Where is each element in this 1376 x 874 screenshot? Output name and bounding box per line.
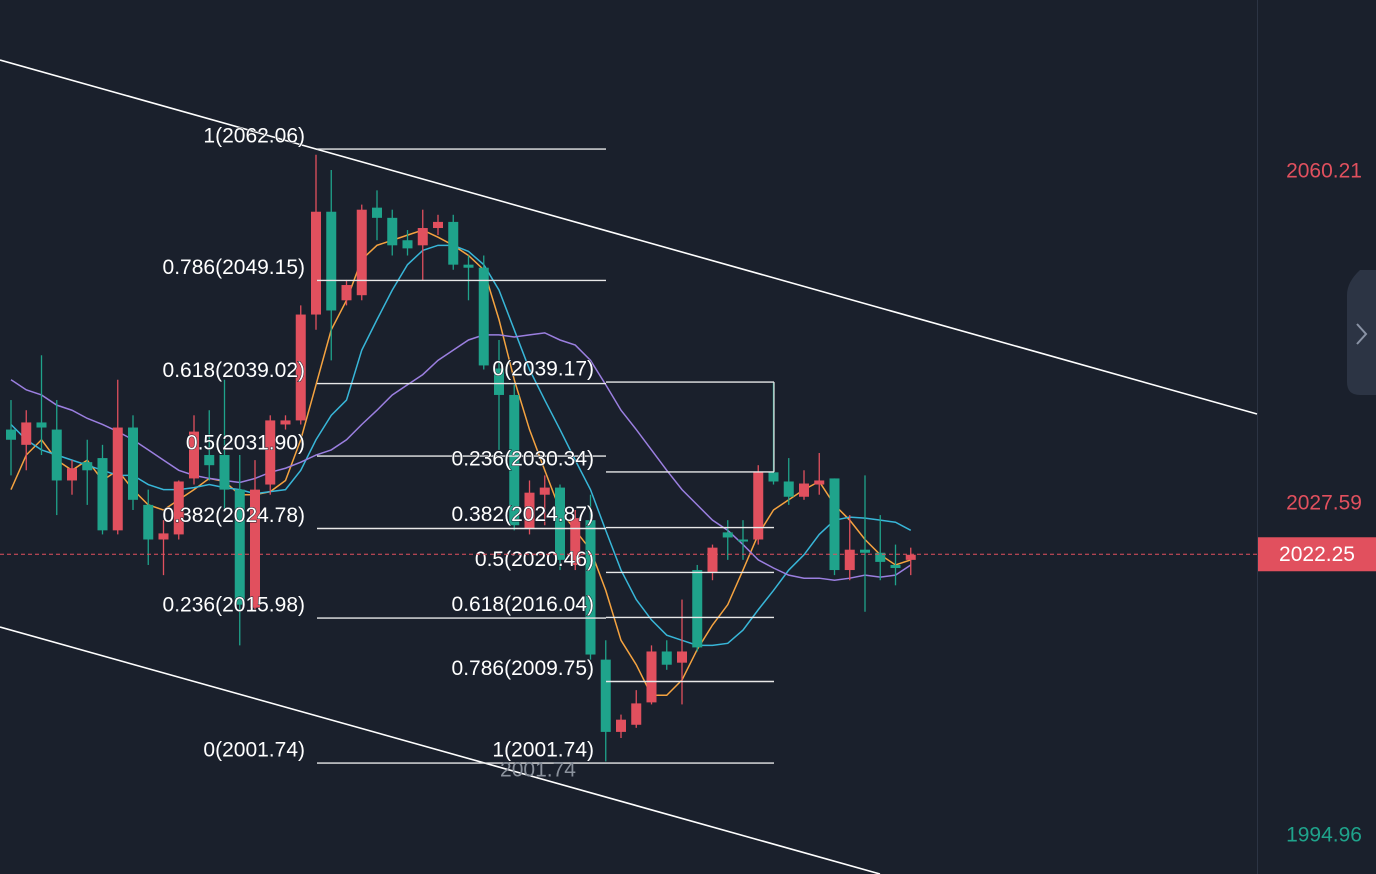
candle-body <box>97 458 108 531</box>
candle-body <box>509 394 520 526</box>
y-tick-label: 2060.21 <box>1286 159 1362 182</box>
candle-body <box>814 480 825 485</box>
trend-line-lower <box>0 626 881 874</box>
candle-body <box>128 427 138 500</box>
candle-body <box>67 468 77 481</box>
candle-body <box>722 532 733 538</box>
candle-body <box>387 217 398 246</box>
candle-body <box>280 420 291 425</box>
fib-level-label: 0(2039.17) <box>492 358 594 381</box>
candle-body <box>356 209 367 296</box>
candle-body <box>524 492 535 529</box>
candle-body <box>829 478 840 571</box>
candle-body <box>875 552 886 562</box>
candle-body <box>143 504 154 540</box>
candle-body <box>295 314 306 421</box>
fib-level-label: 0.618(2039.02) <box>163 359 305 382</box>
fib-level-label: 0.382(2024.78) <box>163 504 305 527</box>
fib-level-label: 0.236(2030.34) <box>452 447 594 470</box>
candle-body <box>738 539 748 542</box>
candle-body <box>692 570 703 648</box>
candle-body <box>250 489 260 608</box>
candle-body <box>768 472 779 482</box>
candle-body <box>707 547 718 573</box>
candle-body <box>799 483 809 497</box>
collapse-button[interactable] <box>1347 270 1376 395</box>
candle-body <box>570 518 581 565</box>
candle-body <box>600 659 611 732</box>
candle-body <box>402 240 413 249</box>
candle-body <box>326 211 337 311</box>
candle-body <box>234 489 245 605</box>
candle-body <box>860 549 870 553</box>
trend-line-upper <box>0 59 1258 415</box>
candle-body <box>844 549 855 571</box>
candle-body <box>36 422 47 428</box>
candle-body <box>478 267 489 366</box>
collapse-tab[interactable] <box>1347 270 1376 395</box>
candle-body <box>6 429 16 440</box>
candle-body <box>372 207 382 218</box>
fib-level-label: 0.382(2024.87) <box>452 503 594 526</box>
candle-body <box>82 462 93 471</box>
candle-body <box>433 221 443 229</box>
candle-body <box>219 455 230 490</box>
candle-body <box>417 228 428 246</box>
candle-body <box>204 455 215 466</box>
y-tick-label: 2027.59 <box>1286 491 1362 514</box>
candle-body <box>189 431 199 479</box>
fib-level-label: 0.236(2015.98) <box>163 594 305 617</box>
fib-level-label: 0.5(2020.46) <box>475 548 594 571</box>
candle-body <box>448 221 459 265</box>
candle-body <box>265 420 276 485</box>
candle-body <box>21 422 32 445</box>
candle-body <box>311 211 321 315</box>
candle-body <box>890 564 901 569</box>
plot: 1(2062.06) 0.786(2049.15) 0.618(2039.02) 0.… <box>6 124 916 782</box>
moving-average-line <box>10 244 912 647</box>
last-price-tag <box>1258 537 1376 572</box>
chevron-icon[interactable] <box>1356 323 1368 345</box>
fib-level-label: 1(2062.06) <box>203 125 305 148</box>
fib-level-label: 0.786(2049.15) <box>163 256 305 279</box>
candle-body <box>463 264 474 268</box>
low-price-label: 2001.74 <box>500 759 576 782</box>
candle-body <box>158 533 169 540</box>
candle-body <box>494 368 504 395</box>
candle-body <box>555 487 565 560</box>
candle-body <box>51 429 62 481</box>
candle-body <box>661 651 672 665</box>
candle-body <box>112 427 123 531</box>
fib-level-label: 0.618(2016.04) <box>452 593 594 616</box>
moving-average-line <box>10 332 912 581</box>
fib-level-label: 0.5(2031.90) <box>186 432 305 455</box>
candle-body <box>646 651 657 703</box>
candle-body <box>585 520 596 655</box>
candle-body <box>539 487 550 495</box>
candle-body <box>677 651 687 663</box>
fib-level-label: 1(2001.74) <box>492 739 594 762</box>
y-tick-label: 1994.96 <box>1286 824 1362 847</box>
fib-level-label: 0(2001.74) <box>203 739 305 762</box>
candle-body <box>616 719 626 732</box>
candle-body <box>341 285 352 301</box>
fib-level-label: 0.786(2009.75) <box>452 657 594 680</box>
candle-body <box>173 481 184 535</box>
last-price-label: 2022.25 <box>1279 543 1355 566</box>
candle-body <box>753 472 764 540</box>
candle-body <box>905 554 916 560</box>
candle-body <box>631 703 642 725</box>
candle-body <box>783 481 794 497</box>
